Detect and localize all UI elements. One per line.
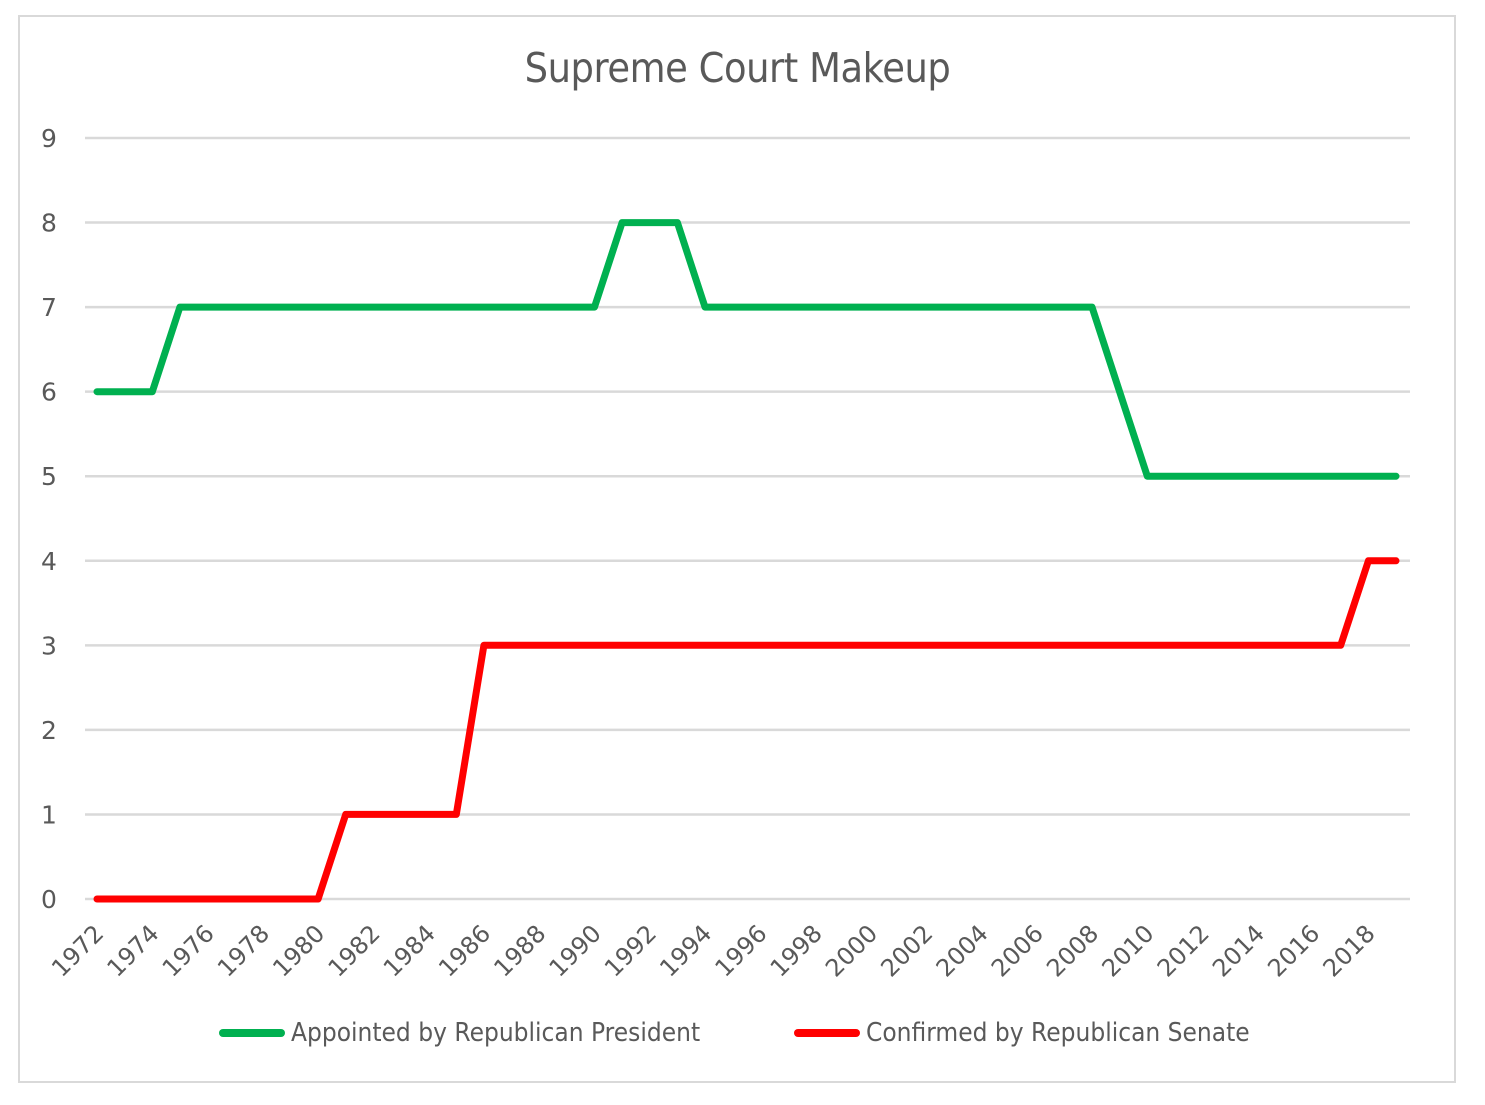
legend-swatch-green [219,1029,285,1037]
legend-label: Appointed by Republican President [291,1018,701,1048]
y-tick-label: 9 [41,124,57,153]
x-tick-label: 2018 [1318,919,1381,982]
y-tick-label: 0 [41,885,57,914]
chart-title: Supreme Court Makeup [524,44,951,92]
y-tick-label: 5 [41,462,57,491]
x-tick-label: 2002 [875,919,938,982]
x-tick-label: 1986 [433,919,496,982]
y-axis-labels: 0 1 2 3 4 5 6 7 8 9 [41,124,57,914]
x-tick-label: 1988 [488,919,551,982]
legend-swatch-red [794,1029,860,1037]
y-tick-label: 1 [41,800,57,829]
x-tick-label: 2006 [986,919,1049,982]
legend-item-confirmed: Confirmed by Republican Senate [794,1018,1292,1048]
x-tick-label: 1998 [765,919,828,982]
y-tick-label: 7 [41,293,57,322]
x-tick-label: 1976 [157,919,220,982]
x-tick-label: 1996 [710,919,773,982]
x-tick-label: 1982 [323,919,386,982]
y-tick-label: 4 [41,547,57,576]
y-tick-label: 3 [41,631,57,660]
series-line-confirmed [93,557,1400,903]
series-line-appointed [93,219,1400,480]
y-tick-label: 6 [41,378,57,407]
data-series [93,219,1400,903]
x-tick-label: 1984 [378,919,441,982]
chart-frame [18,15,1456,1083]
x-tick-label: 2012 [1152,919,1215,982]
x-axis-labels: 1972197419761978198019821984198619881990… [46,919,1380,982]
x-tick-label: 1980 [267,919,330,982]
x-tick-label: 2014 [1207,919,1270,982]
x-tick-label: 1978 [212,919,275,982]
x-tick-label: 1994 [654,919,717,982]
gridlines [85,136,1410,901]
y-tick-label: 8 [41,209,57,238]
legend-label: Confirmed by Republican Senate [866,1018,1250,1048]
y-tick-label: 2 [41,716,57,745]
x-tick-label: 2010 [1097,919,1160,982]
x-tick-label: 2004 [931,919,994,982]
x-tick-label: 1974 [102,919,165,982]
x-tick-label: 2000 [820,919,883,982]
x-tick-label: 2016 [1262,919,1325,982]
x-tick-label: 1972 [46,919,109,982]
chart-legend: Appointed by Republican President Confir… [0,1018,1485,1058]
x-tick-label: 1990 [544,919,607,982]
x-tick-label: 1992 [599,919,662,982]
legend-item-appointed: Appointed by Republican President [219,1018,746,1048]
x-tick-label: 2008 [1041,919,1104,982]
